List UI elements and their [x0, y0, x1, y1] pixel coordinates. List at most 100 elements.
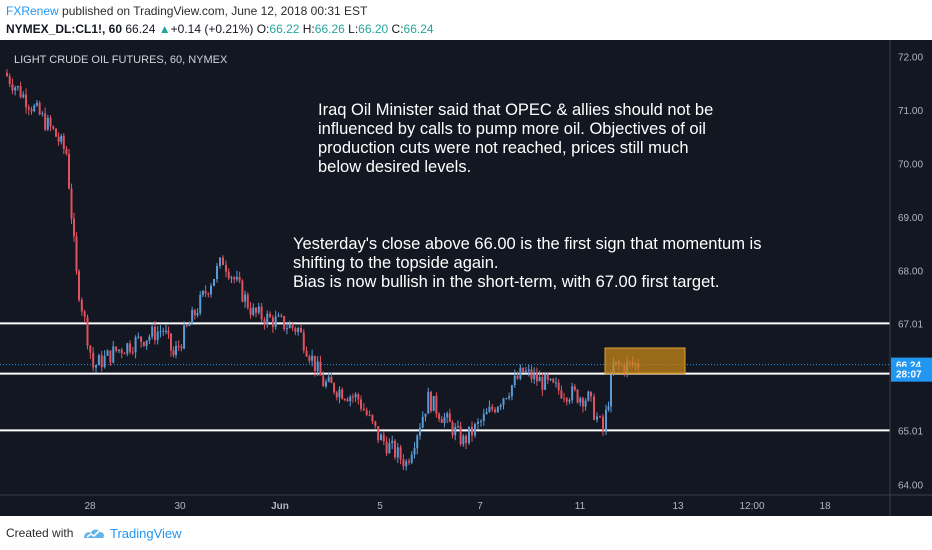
candle-body	[462, 435, 465, 445]
candle-body	[385, 441, 388, 454]
candle-body	[103, 355, 106, 368]
candle-body	[581, 398, 584, 407]
candle-body	[421, 416, 424, 428]
candle-body	[346, 399, 349, 402]
candle-body	[238, 276, 241, 281]
candle-body	[109, 350, 112, 363]
annotation-text-1[interactable]: influenced by calls to pump more oil. Ob…	[318, 120, 706, 138]
candle-body	[188, 323, 191, 326]
candle-body	[300, 327, 302, 333]
annotation-text-1[interactable]: below desired levels.	[318, 158, 471, 176]
price-tick-label: 72.00	[898, 53, 923, 64]
candle-body	[8, 76, 11, 85]
candle-body	[142, 341, 145, 346]
candle-body	[274, 316, 277, 327]
candle-body	[587, 391, 590, 401]
candle-body	[216, 265, 218, 280]
candle-body	[482, 414, 485, 422]
annotation-text-2[interactable]: Bias is now bullish in the short-term, w…	[293, 273, 719, 291]
candle-body	[499, 405, 502, 407]
candle-body	[313, 355, 316, 372]
candle-body	[159, 331, 162, 333]
time-tick-label: 7	[477, 501, 483, 512]
publication-line: FXRenew published on TradingView.com, Ju…	[6, 4, 367, 18]
candle-body	[377, 426, 380, 441]
candle-body	[563, 398, 566, 400]
candle-body	[16, 86, 19, 88]
candle-body	[172, 350, 175, 355]
price-badge-label: 66.24	[896, 361, 921, 372]
candle-body	[118, 349, 120, 351]
candle-body	[100, 355, 103, 368]
candle-body	[19, 86, 22, 98]
candle-body	[35, 102, 38, 106]
author-link[interactable]: FXRenew	[6, 4, 59, 18]
candle-body	[180, 346, 183, 349]
candle-body	[432, 396, 435, 412]
candle-body	[351, 396, 354, 398]
annotation-text-1[interactable]: Iraq Oil Minister said that OPEC & allie…	[318, 101, 713, 119]
up-arrow-icon: ▲	[158, 22, 171, 36]
candle-body	[27, 107, 30, 110]
candle-body	[541, 376, 544, 390]
candle-body	[277, 315, 280, 317]
candle-body	[266, 313, 269, 325]
tradingview-brand-link[interactable]: TradingView	[110, 526, 182, 541]
candle-body	[30, 109, 33, 112]
candle-body	[80, 299, 83, 312]
candle-body	[354, 394, 357, 398]
candle-body	[115, 346, 118, 351]
candle-body	[271, 317, 274, 327]
candle-body	[219, 257, 221, 266]
chart-area[interactable]: 72.0071.0070.0069.0068.0067.0166.0065.01…	[0, 40, 932, 516]
candle-body	[430, 391, 432, 412]
candle-body	[607, 406, 610, 410]
candle-body	[55, 128, 57, 137]
candle-body	[560, 390, 563, 399]
candle-body	[555, 382, 557, 384]
candle-body	[325, 381, 327, 387]
price-chart[interactable]: 72.0071.0070.0069.0068.0067.0166.0065.01…	[0, 40, 932, 516]
candle-body	[465, 435, 467, 444]
candle-body	[68, 153, 70, 189]
candle-body	[225, 264, 227, 272]
candle-body	[571, 386, 574, 401]
candle-body	[280, 315, 283, 317]
candle-body	[207, 293, 210, 295]
annotation-text-2[interactable]: shifting to the topside again.	[293, 254, 498, 272]
candle-body	[165, 330, 167, 332]
candle-body	[156, 331, 159, 341]
candle-body	[246, 294, 249, 308]
price-tick-label: 65.01	[898, 426, 923, 437]
candle-body	[360, 399, 362, 409]
high-value: 66.26	[314, 22, 345, 36]
published-text: published on TradingView.com, June 12, 2…	[58, 4, 368, 18]
candle-body	[112, 346, 115, 363]
symbol-name: NYMEX_DL:CL1!, 60	[6, 22, 123, 36]
highlight-box[interactable]	[604, 347, 686, 375]
candle-body	[222, 257, 224, 265]
candle-body	[508, 396, 511, 399]
candle-body	[456, 426, 459, 428]
annotation-text-2[interactable]: Yesterday's close above 66.00 is the fir…	[293, 235, 761, 253]
candle-body	[294, 327, 297, 332]
candle-body	[153, 326, 156, 341]
candle-body	[538, 376, 541, 382]
candle-body	[78, 271, 80, 300]
time-tick-label: 18	[819, 501, 831, 512]
candle-body	[485, 411, 488, 415]
candle-body	[552, 378, 555, 383]
candle-body	[408, 461, 410, 463]
candle-body	[46, 117, 49, 130]
candle-body	[544, 374, 547, 390]
candle-body	[11, 84, 14, 91]
candle-body	[382, 434, 385, 442]
candle-body	[227, 271, 230, 279]
price-tick-label: 71.00	[898, 106, 923, 117]
candle-body	[605, 409, 607, 431]
candle-body	[38, 102, 41, 115]
candle-body	[399, 447, 402, 460]
annotation-text-1[interactable]: production cuts were not reached, prices…	[318, 139, 689, 157]
price-tick-label: 69.00	[898, 213, 923, 224]
candle-body	[235, 276, 238, 280]
